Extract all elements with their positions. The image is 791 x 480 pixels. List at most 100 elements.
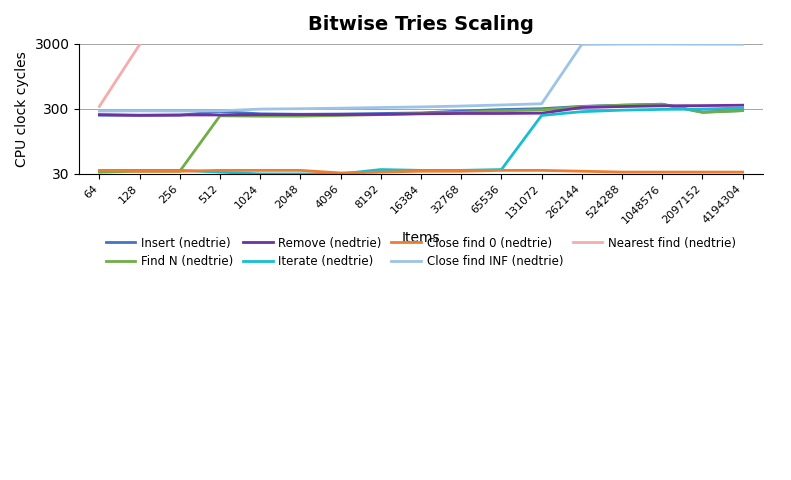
Iterate (nedtrie) [537,112,547,118]
Iterate (nedtrie) [134,168,144,173]
Close find 0 (nedtrie) [617,169,626,175]
Insert (nedtrie) [134,112,144,118]
Find N (nedtrie) [698,109,707,115]
Close find 0 (nedtrie) [456,168,466,174]
Insert (nedtrie) [255,111,265,117]
Line: Iterate (nedtrie): Iterate (nedtrie) [100,108,743,174]
Remove (nedtrie) [577,105,587,110]
Insert (nedtrie) [537,106,547,111]
Insert (nedtrie) [296,111,305,117]
Remove (nedtrie) [175,112,184,118]
Remove (nedtrie) [215,112,225,118]
Remove (nedtrie) [456,110,466,116]
Close find 0 (nedtrie) [175,168,184,174]
Legend: Insert (nedtrie), Find N (nedtrie), Remove (nedtrie), Iterate (nedtrie), Close f: Insert (nedtrie), Find N (nedtrie), Remo… [101,232,741,273]
Close find INF (nedtrie) [134,108,144,114]
Insert (nedtrie) [657,101,667,107]
Iterate (nedtrie) [175,168,184,173]
Find N (nedtrie) [175,168,184,174]
Close find INF (nedtrie) [296,106,305,111]
Close find 0 (nedtrie) [537,168,547,173]
Find N (nedtrie) [95,169,104,175]
Find N (nedtrie) [657,101,667,107]
Iterate (nedtrie) [617,107,626,113]
Insert (nedtrie) [376,110,385,116]
Iterate (nedtrie) [456,168,466,173]
Insert (nedtrie) [215,108,225,114]
Close find 0 (nedtrie) [416,168,426,174]
Find N (nedtrie) [134,168,144,174]
Close find 0 (nedtrie) [134,168,144,174]
Line: Close find 0 (nedtrie): Close find 0 (nedtrie) [100,170,743,173]
Close find 0 (nedtrie) [497,168,506,173]
Find N (nedtrie) [497,108,506,114]
Remove (nedtrie) [497,110,506,116]
Remove (nedtrie) [416,111,426,117]
Find N (nedtrie) [376,112,385,118]
Remove (nedtrie) [537,110,547,116]
X-axis label: Items: Items [402,231,441,245]
Close find INF (nedtrie) [738,41,747,47]
Close find 0 (nedtrie) [215,168,225,173]
Close find INF (nedtrie) [617,41,626,47]
Iterate (nedtrie) [376,167,385,172]
Find N (nedtrie) [537,107,547,113]
Close find 0 (nedtrie) [296,168,305,173]
Insert (nedtrie) [95,112,104,118]
Find N (nedtrie) [255,113,265,119]
Iterate (nedtrie) [577,109,587,115]
Iterate (nedtrie) [416,168,426,173]
Close find INF (nedtrie) [255,106,265,112]
Close find 0 (nedtrie) [738,169,747,175]
Iterate (nedtrie) [255,171,265,177]
Close find 0 (nedtrie) [657,169,667,175]
Remove (nedtrie) [255,112,265,118]
Remove (nedtrie) [376,111,385,117]
Iterate (nedtrie) [215,169,225,175]
Insert (nedtrie) [577,104,587,109]
Find N (nedtrie) [577,104,587,109]
Find N (nedtrie) [617,102,626,108]
Close find 0 (nedtrie) [95,168,104,173]
Remove (nedtrie) [698,103,707,108]
Insert (nedtrie) [336,111,346,117]
Close find INF (nedtrie) [698,41,707,47]
Insert (nedtrie) [416,110,426,116]
Iterate (nedtrie) [497,167,506,172]
Iterate (nedtrie) [657,107,667,112]
Remove (nedtrie) [738,102,747,108]
Find N (nedtrie) [456,109,466,115]
Iterate (nedtrie) [738,105,747,111]
Close find INF (nedtrie) [416,104,426,110]
Insert (nedtrie) [456,108,466,114]
Find N (nedtrie) [215,113,225,119]
Find N (nedtrie) [296,113,305,119]
Close find INF (nedtrie) [456,103,466,109]
Close find 0 (nedtrie) [336,170,346,176]
Line: Remove (nedtrie): Remove (nedtrie) [100,105,743,115]
Line: Find N (nedtrie): Find N (nedtrie) [100,104,743,172]
Insert (nedtrie) [738,108,747,113]
Close find INF (nedtrie) [95,108,104,114]
Close find 0 (nedtrie) [255,168,265,173]
Remove (nedtrie) [134,112,144,118]
Close find INF (nedtrie) [336,105,346,111]
Close find INF (nedtrie) [215,108,225,114]
Close find INF (nedtrie) [657,41,667,47]
Insert (nedtrie) [617,102,626,108]
Close find INF (nedtrie) [175,108,184,114]
Close find 0 (nedtrie) [698,169,707,175]
Remove (nedtrie) [336,112,346,118]
Insert (nedtrie) [175,112,184,118]
Line: Insert (nedtrie): Insert (nedtrie) [100,104,743,115]
Close find INF (nedtrie) [537,101,547,107]
Close find 0 (nedtrie) [577,168,587,174]
Y-axis label: CPU clock cycles: CPU clock cycles [15,51,29,167]
Iterate (nedtrie) [336,171,346,177]
Iterate (nedtrie) [95,168,104,173]
Remove (nedtrie) [657,103,667,108]
Find N (nedtrie) [416,110,426,116]
Close find INF (nedtrie) [577,41,587,47]
Title: Bitwise Tries Scaling: Bitwise Tries Scaling [308,15,534,34]
Close find 0 (nedtrie) [376,169,385,175]
